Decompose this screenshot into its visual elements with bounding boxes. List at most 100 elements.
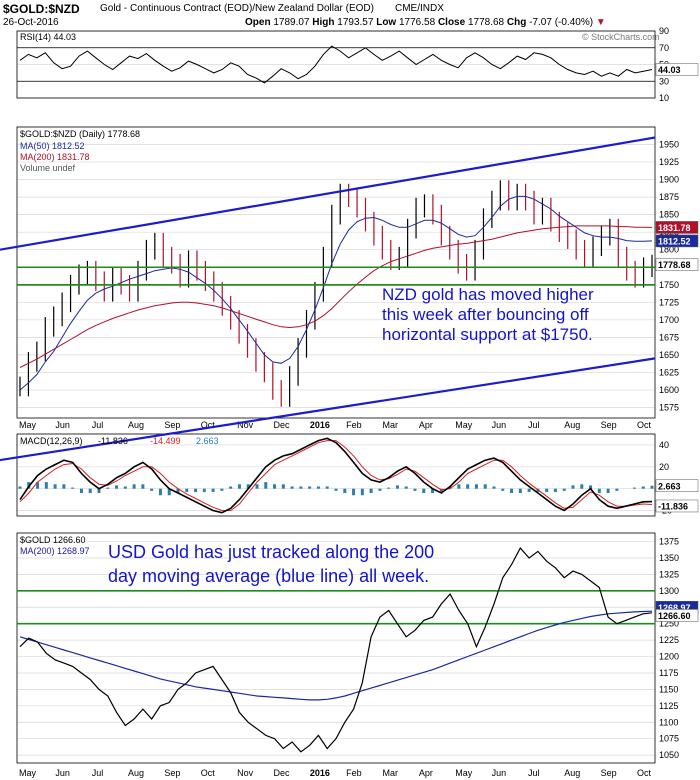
macd-histogram-bar (273, 484, 277, 489)
rsi-legend: RSI(14) 44.03 (20, 32, 76, 42)
price-tag: 1812.52 (658, 236, 691, 246)
open-value: 1789.07 (273, 17, 310, 28)
channel-lower-line (0, 357, 656, 462)
macd-histogram-bar (334, 488, 338, 491)
x-axis-label-bottom: Sep (164, 768, 180, 778)
price-tag: 1831.78 (658, 223, 691, 233)
macd-histogram-bar (299, 486, 303, 489)
macd-histogram-bar (378, 488, 382, 491)
usd_gold-tick-label: 1350 (659, 553, 679, 563)
price-tick-label: 1650 (659, 350, 679, 360)
macd-histogram-bar (501, 488, 505, 491)
price-tick-label: 1700 (659, 315, 679, 325)
price-tick-label: 1925 (659, 157, 679, 167)
x-axis-label-bottom: Sep (601, 768, 617, 778)
macd-histogram-bar (115, 485, 119, 489)
x-axis-label-top: 2016 (310, 420, 330, 430)
usd-gold-line (19, 547, 653, 753)
macd-histogram-bar (62, 484, 66, 489)
macd-hist-tag-box (655, 479, 699, 493)
usd_gold-tick-label: 1375 (659, 537, 679, 547)
macd-histogram-bar (448, 486, 452, 489)
usd_gold-tick-label: 1150 (659, 684, 678, 694)
price-tag-box (655, 258, 699, 271)
x-axis-label-top: May (455, 420, 473, 430)
chg-label: Chg (506, 17, 527, 28)
macd-histogram-bar (606, 488, 610, 494)
x-axis-label-top: Sep (164, 420, 180, 430)
price-tag-box (655, 234, 699, 248)
price-tick-label: 1725 (659, 297, 679, 307)
macd-tick-label: 20 (659, 462, 669, 472)
rsi-panel-frame (16, 30, 656, 99)
x-axis-label-bottom: Dec (273, 768, 290, 778)
x-axis-label-bottom: Aug (564, 768, 580, 778)
usd_gold-tick-label: 1050 (659, 750, 679, 760)
x-axis-label-bottom: Aug (128, 768, 144, 778)
x-axis-label-bottom: Jul (528, 768, 540, 778)
ohlc-readout: Open 1789.07 High 1793.57 Low 1776.58 Cl… (245, 17, 606, 28)
close-label: Close (437, 17, 466, 28)
macd-histogram-bar (492, 486, 496, 489)
macd-histogram-bar (44, 482, 48, 489)
rsi-tick-label: 90 (659, 26, 669, 36)
x-axis-label-bottom: Apr (419, 768, 433, 778)
macd-legend-macd: -11.836 (98, 436, 128, 446)
usd_gold-tick-label: 1250 (659, 619, 679, 629)
x-axis-label-bottom: May (455, 768, 473, 778)
macd-histogram-bar (316, 486, 320, 489)
macd-histogram-bar (422, 488, 426, 494)
macd-histogram-bar (194, 488, 198, 492)
macd-legend-name: MACD(12,26,9) (20, 436, 83, 446)
macd-histogram-bar (413, 488, 417, 491)
x-axis-label-bottom: Feb (346, 768, 362, 778)
macd-histogram-bar (88, 488, 92, 494)
macd-histogram-bar (439, 488, 443, 492)
macd-histogram-bar (176, 488, 180, 494)
chg-value: -7.07 (-0.40%) (529, 17, 594, 28)
price-annotation-line: horizontal support at $1750. (382, 325, 593, 344)
macd-signal-line (19, 440, 653, 511)
chart-description: Gold - Continuous Contract (EOD)/New Zea… (100, 3, 374, 14)
high-label: High (312, 17, 335, 28)
macd-histogram-bar (580, 484, 584, 489)
macd-histogram-bar (325, 486, 329, 489)
price-tick-label: 1850 (659, 210, 679, 220)
x-axis-label-top: Feb (346, 420, 362, 430)
usd-ma200-line (19, 610, 653, 701)
macd-histogram-bar (431, 488, 435, 494)
x-axis-label-top: Mar (383, 420, 399, 430)
usd-price-tag: 1266.60 (658, 611, 691, 621)
macd-histogram-bar (255, 484, 259, 489)
x-axis-label-top: Sep (601, 420, 617, 430)
macd-legend-signal: -14.499 (150, 436, 181, 446)
rsi-value-tag-box (655, 63, 699, 76)
macd-histogram-bar (369, 488, 373, 494)
macd-histogram-bar (18, 486, 22, 489)
x-axis-label-top: Jun (492, 420, 507, 430)
macd-histogram-bar (97, 488, 101, 494)
macd-histogram-bar (395, 485, 399, 489)
x-axis-label-top: Dec (273, 420, 290, 430)
price-legend-volume: Volume undef (20, 163, 76, 173)
usd_gold-panel-frame (16, 532, 656, 764)
high-value: 1793.57 (337, 17, 374, 28)
x-axis-label-top: Nov (237, 420, 254, 430)
rsi-tick-label: 10 (659, 93, 669, 103)
macd-histogram-bar (36, 482, 40, 489)
x-axis-label-top: Oct (637, 420, 652, 430)
macd-histogram-bar (202, 488, 206, 492)
x-axis-label-top: Apr (419, 420, 433, 430)
x-axis-label-top: May (19, 420, 37, 430)
price-tick-label: 1625 (659, 367, 679, 377)
price-legend-ma50: MA(50) 1812.52 (20, 141, 85, 151)
macd-histogram-bar (53, 484, 57, 489)
usd_gold-tick-label: 1200 (659, 652, 679, 662)
macd-histogram-bar (474, 484, 478, 489)
price-tick-label: 1900 (659, 175, 679, 185)
x-axis-label-bottom: 2016 (310, 768, 330, 778)
ma50-line (19, 195, 653, 391)
macd-histogram-bar (132, 484, 136, 489)
x-axis-label-bottom: Jul (92, 768, 104, 778)
macd-value-tag: -11.836 (658, 501, 688, 511)
